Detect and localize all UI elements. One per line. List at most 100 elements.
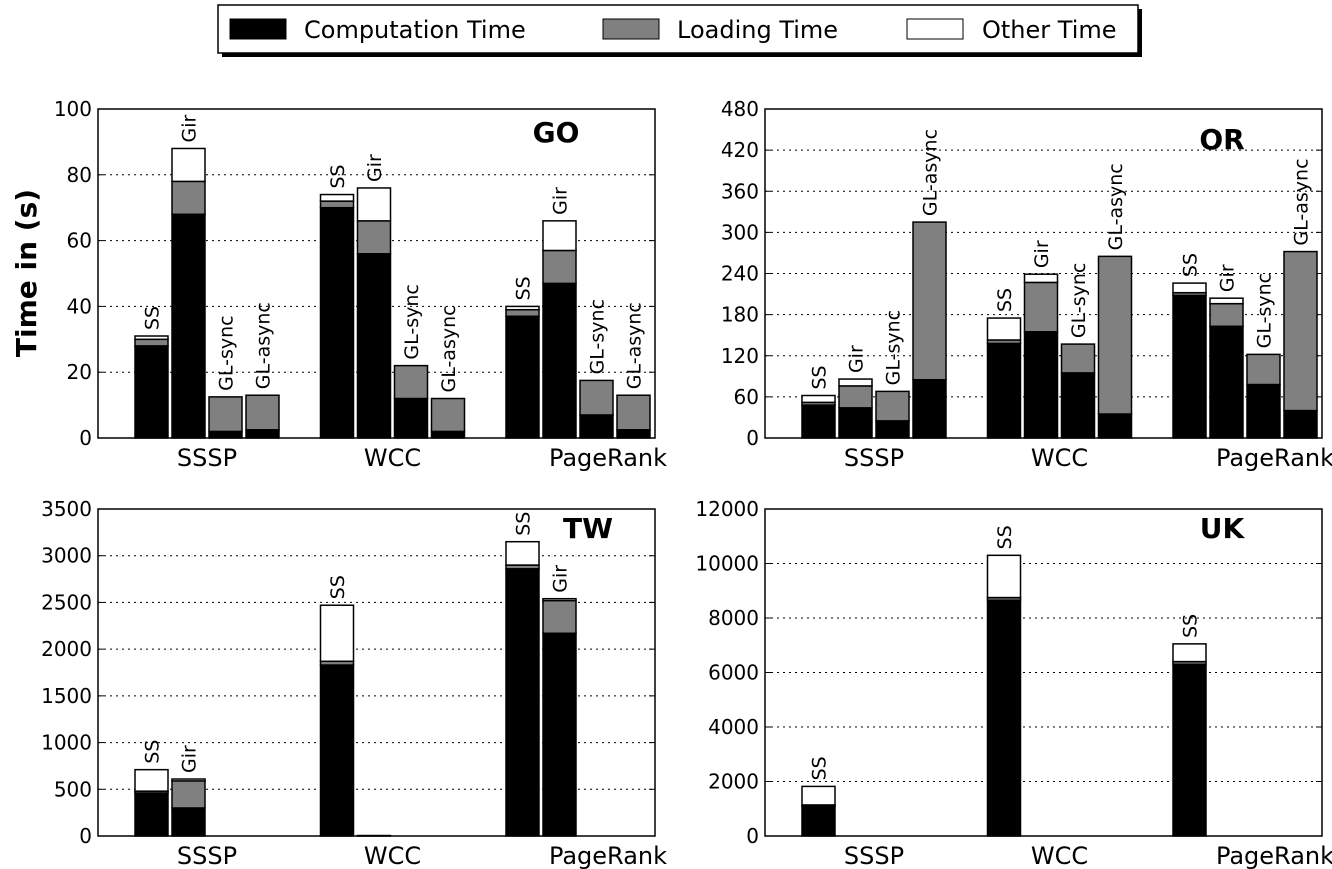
chart-panels: 0 20 40 60 80 100 SS Gir GL-sync GL-async SSSP SS Gi…: [41, 97, 1332, 869]
y-tick-label: 0: [79, 824, 92, 848]
bar-segment-loading: [579, 379, 614, 416]
y-tick-label: 2000: [41, 637, 92, 661]
bar-segment-computation: [505, 568, 540, 837]
bar-segment-other: [319, 193, 355, 202]
y-tick-label: 0: [746, 426, 759, 450]
bar-segment-loading: [430, 397, 466, 433]
bar-segment-computation: [430, 430, 466, 439]
bar-label: SS: [327, 164, 349, 188]
bar-segment-computation: [579, 414, 614, 439]
bar-segment-loading: [838, 385, 873, 409]
legend-box: [217, 4, 1139, 54]
x-category-label: SSSP: [844, 444, 904, 472]
chart-panel-or: 0 60 120 180 240 300 360 420 480 SS Gir GL-sync GL-a…: [721, 97, 1332, 472]
y-tick-label: 6000: [708, 661, 759, 685]
bar-segment-computation: [505, 315, 540, 439]
bar-label: SS: [513, 276, 535, 300]
bar-segment-other: [986, 317, 1022, 341]
y-tick-label: 10000: [695, 552, 759, 576]
bar-segment-loading: [542, 599, 577, 635]
bar-segment-computation: [542, 632, 577, 837]
bar-label: Gir: [179, 745, 201, 773]
y-tick-label: 100: [54, 97, 92, 121]
bar-label: SS: [327, 575, 349, 599]
y-tick-label: 1000: [41, 731, 92, 755]
bar-segment-other: [171, 778, 206, 782]
bar-label: GL-sync: [401, 284, 423, 359]
bar-segment-computation: [171, 213, 206, 439]
bar-segment-computation: [1097, 413, 1133, 439]
bar-label: Gir: [550, 187, 572, 215]
bar-segment-computation: [1283, 409, 1318, 439]
bar-segment-loading: [1246, 353, 1281, 386]
bar-segment-loading: [616, 394, 651, 431]
y-tick-label: 180: [721, 303, 759, 327]
bar-label: SS: [809, 365, 831, 389]
x-category-label: PageRank: [1216, 444, 1332, 472]
y-tick-label: 4000: [708, 715, 759, 739]
bar-segment-other: [505, 540, 540, 566]
bar-segment-other: [542, 220, 577, 252]
x-category-label: PageRank: [549, 444, 667, 472]
bar-label: GL-async: [253, 302, 275, 389]
bar-label: GL-sync: [587, 299, 609, 374]
bar-segment-other: [505, 305, 540, 311]
y-tick-label: 8000: [708, 606, 759, 630]
bar-segment-loading: [393, 364, 429, 400]
bar-label: Gir: [846, 345, 868, 373]
bar-segment-other: [319, 604, 355, 663]
bar-segment-other: [801, 394, 836, 404]
panel-title: GO: [533, 116, 580, 149]
bar-segment-other: [986, 554, 1022, 599]
bar-segment-computation: [801, 805, 836, 837]
bar-segment-computation: [356, 253, 392, 439]
x-category-label: PageRank: [549, 842, 667, 869]
bar-segment-computation: [319, 664, 355, 837]
bar-segment-other: [1023, 273, 1059, 284]
bar-label: GL-sync: [883, 310, 905, 385]
plot-frame: [97, 508, 656, 837]
bar-segment-loading: [505, 308, 540, 318]
bar-segment-other: [1172, 643, 1207, 663]
y-tick-label: 240: [721, 262, 759, 286]
x-category-label: PageRank: [1216, 842, 1332, 869]
bar-label: SS: [994, 288, 1016, 312]
bar-segment-other: [801, 785, 836, 806]
bar-label: Gir: [1031, 240, 1053, 268]
x-category-label: SSSP: [844, 842, 904, 869]
bar-label: GL-sync: [1254, 273, 1276, 348]
x-category-label: SSSP: [177, 842, 237, 869]
plot-frame: [764, 108, 1323, 439]
x-category-label: WCC: [364, 444, 421, 472]
bar-segment-other: [542, 597, 577, 602]
bar-label: SS: [1180, 253, 1202, 277]
bar-segment-loading: [1283, 250, 1318, 412]
bar-label: SS: [513, 512, 535, 536]
bar-segment-loading: [171, 780, 206, 809]
legend-swatch-loading: [602, 18, 660, 40]
bar-segment-computation: [134, 792, 169, 837]
bar-segment-computation: [1172, 294, 1207, 439]
bar-segment-computation: [393, 397, 429, 439]
bar-segment-loading: [1097, 255, 1133, 415]
y-tick-label: 80: [67, 163, 92, 187]
bar-segment-other: [1172, 282, 1207, 294]
bar-segment-computation: [1246, 383, 1281, 439]
bar-segment-other: [134, 335, 169, 341]
bar-label: GL-async: [1105, 163, 1127, 250]
panel-title: UK: [1200, 512, 1246, 545]
bar-label: SS: [809, 756, 831, 780]
bar-label: SS: [1180, 614, 1202, 638]
bar-segment-loading: [208, 396, 243, 433]
y-tick-label: 360: [721, 179, 759, 203]
bar-segment-computation: [319, 206, 355, 439]
panel-title: OR: [1199, 123, 1244, 156]
bar-label: Gir: [550, 565, 572, 593]
bar-segment-computation: [134, 345, 169, 439]
bar-segment-computation: [912, 378, 947, 439]
bar-segment-loading: [245, 394, 280, 431]
x-category-label: WCC: [1031, 842, 1088, 869]
bar-label: GL-async: [920, 129, 942, 216]
bar-label: Gir: [364, 154, 386, 182]
y-tick-label: 2500: [41, 590, 92, 614]
